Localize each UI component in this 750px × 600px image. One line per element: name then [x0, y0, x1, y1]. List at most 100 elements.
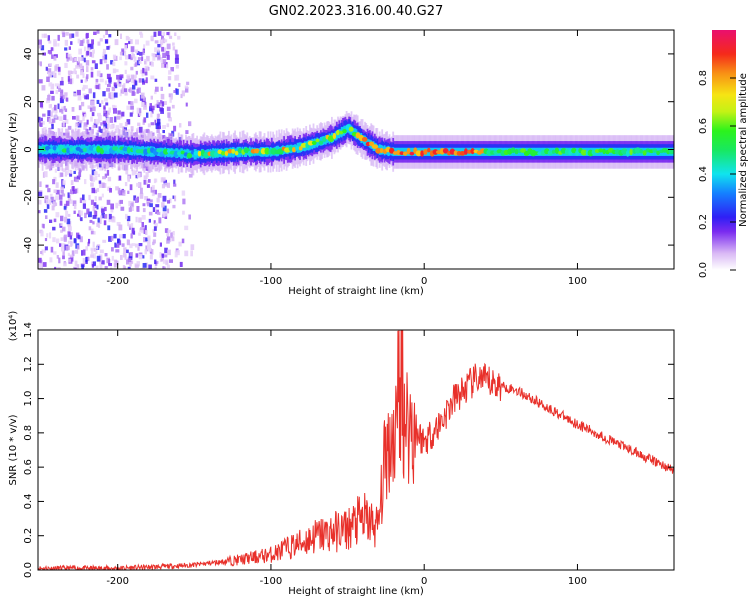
spectrogram-noise-cell — [117, 238, 120, 243]
snr-x-tick-label: -100 — [260, 576, 283, 587]
spectrogram-noise-cell — [67, 125, 72, 130]
spectrogram-noise-cell — [54, 113, 58, 119]
spectrogram-noise-cell — [54, 168, 57, 173]
spectrogram-noise-cell — [174, 49, 178, 55]
spectrogram-noise-cell — [142, 67, 145, 74]
spectrogram-noise-cell — [90, 71, 94, 78]
spectrogram-noise-cell — [175, 54, 179, 60]
spectrogram-noise-cell — [106, 46, 110, 50]
spectrogram-noise-cell — [73, 203, 77, 210]
spectrogram-peak-cell — [580, 149, 587, 156]
spectrogram-noise-cell — [124, 61, 128, 66]
spectrogram-noise-cell — [102, 55, 105, 61]
spectrogram-noise-cell — [57, 66, 61, 72]
spectrogram-noise-cell — [91, 177, 95, 182]
spectrogram-noise-cell — [131, 110, 134, 115]
spectrogram-noise-cell — [111, 247, 114, 252]
spectrogram-noise-cell — [92, 241, 95, 248]
spectrogram-noise-cell — [182, 210, 185, 215]
spectrogram-noise-cell — [159, 39, 164, 45]
spectrogram-noise-cell — [135, 243, 139, 248]
spectrogram-noise-cell — [143, 228, 147, 234]
spectrogram-noise-cell — [160, 108, 164, 114]
spectrogram-noise-cell — [64, 203, 68, 209]
spectrogram-noise-cell — [47, 110, 51, 116]
spectrogram-peak-cell — [629, 148, 633, 156]
spectrogram-noise-cell — [154, 47, 158, 53]
spectrogram-noise-cell — [103, 107, 106, 114]
spectrogram-noise-cell — [52, 201, 56, 206]
spectrogram-noise-cell — [114, 69, 119, 73]
spectrogram-noise-cell — [84, 46, 87, 52]
spectrogram-noise-cell — [149, 203, 153, 208]
spectrogram-noise-cell — [77, 56, 80, 63]
spectrogram-noise-cell — [65, 52, 69, 59]
spectrogram-noise-cell — [54, 65, 57, 72]
spectrogram-noise-cell — [118, 240, 122, 246]
spectrogram-noise-cell — [149, 199, 153, 203]
spectrogram-noise-cell — [135, 70, 138, 75]
spectrogram-noise-cell — [139, 192, 144, 199]
spectrogram-noise-cell — [73, 266, 77, 269]
spectrogram-peak-cell — [277, 148, 284, 155]
spectrogram-noise-cell — [101, 193, 104, 198]
spectrogram-noise-cell — [98, 196, 102, 201]
spectrogram-noise-cell — [47, 68, 52, 75]
spectrogram-noise-cell — [48, 104, 52, 109]
spectrogram-noise-cell — [164, 247, 168, 254]
spectrogram-y-tick-label: 0 — [23, 146, 34, 152]
spectrogram-noise-cell — [126, 119, 131, 125]
spectrogram-peak-cell — [406, 147, 411, 155]
spectrogram-noise-cell — [135, 253, 139, 258]
spectrogram-noise-cell — [70, 41, 73, 45]
spectrogram-noise-cell — [97, 112, 101, 117]
spectrogram-noise-cell — [94, 176, 98, 181]
spectrogram-noise-cell — [117, 110, 121, 115]
spectrogram-noise-cell — [168, 83, 171, 87]
spectrogram-peak-cell — [379, 147, 384, 154]
spectrogram-noise-cell — [86, 208, 90, 215]
colorbar-tick-label: 0.2 — [698, 214, 709, 230]
spectrogram-noise-cell — [115, 125, 119, 130]
spectrogram-noise-cell — [164, 254, 168, 258]
spectrogram-noise-cell — [134, 49, 139, 53]
spectrogram-noise-cell — [55, 182, 59, 188]
spectrogram-noise-cell — [62, 168, 67, 172]
spectrogram-noise-cell — [67, 70, 72, 75]
spectrogram-peak-cell — [453, 150, 458, 156]
spectrogram-noise-cell — [88, 194, 91, 201]
spectrogram-noise-cell — [79, 210, 83, 216]
snr-frame — [37, 329, 675, 571]
spectrogram-noise-cell — [48, 82, 53, 87]
spectrogram-noise-cell — [144, 65, 149, 71]
snr-y-tick-label: 1.0 — [23, 391, 34, 407]
spectrogram-noise-cell — [70, 180, 74, 186]
spectrogram-peak-cell — [61, 148, 68, 153]
spectrogram-noise-cell — [131, 201, 135, 208]
spectrogram-noise-cell — [133, 195, 137, 201]
spectrogram-noise-cell — [92, 164, 96, 168]
spectrogram-peak-cell — [639, 148, 643, 154]
spectrogram-noise-cell — [154, 266, 157, 269]
spectrogram-noise-cell — [123, 50, 127, 57]
spectrogram-noise-cell — [97, 41, 101, 46]
spectrogram-noise-cell — [47, 94, 51, 101]
spectrogram-noise-cell — [51, 118, 56, 123]
spectrogram-noise-cell — [102, 48, 106, 54]
figure-title: GN02.2023.316.00.40.G27 — [269, 4, 444, 19]
spectrogram-peak-cell — [292, 147, 296, 153]
spectrogram-noise-cell — [110, 203, 114, 210]
spectrogram-noise-cell — [59, 93, 64, 98]
spectrogram-y-tick-label: -20 — [23, 189, 34, 205]
spectrogram-noise-cell — [129, 252, 133, 257]
spectrogram-noise-cell — [60, 237, 64, 241]
spectrogram-noise-cell — [174, 75, 178, 81]
spectrogram-noise-cell — [121, 243, 125, 247]
spectrogram-noise-cell — [168, 133, 173, 137]
spectrogram-noise-cell — [114, 39, 119, 46]
spectrogram-noise-cell — [65, 32, 69, 36]
spectrogram-noise-cell — [60, 190, 64, 194]
spectrogram-noise-cell — [51, 54, 55, 59]
spectrogram-noise-cell — [108, 259, 111, 265]
spectrogram-noise-cell — [68, 56, 72, 61]
